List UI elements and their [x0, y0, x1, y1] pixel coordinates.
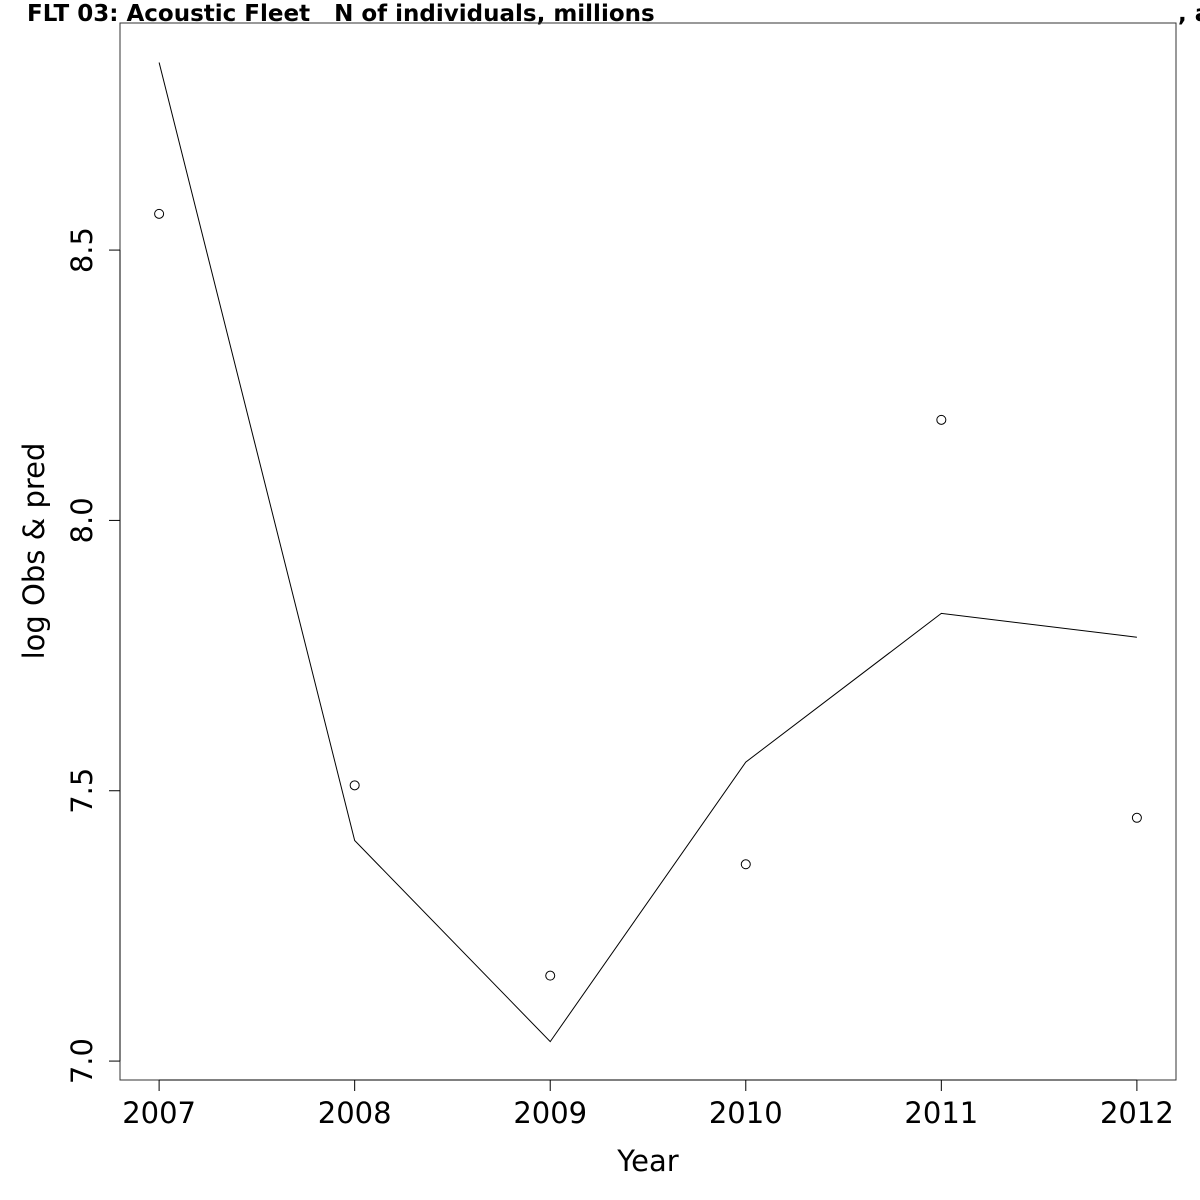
x-tick-label: 2009: [513, 1096, 587, 1130]
observed-point: [545, 970, 556, 981]
observed-point: [1131, 812, 1142, 823]
observed-point: [740, 859, 751, 870]
observed-point: [936, 414, 947, 425]
plot-frame: [119, 22, 1177, 1081]
predicted-series-line: [158, 62, 1137, 1043]
x-tick-label: 2008: [318, 1096, 392, 1130]
chart-title-suffix: , a: [1178, 1, 1200, 27]
x-tick-label: 2007: [122, 1096, 196, 1130]
x-axis-label: Year: [616, 1144, 678, 1178]
y-tick-label: 8.5: [65, 227, 99, 273]
y-tick-label: 8.0: [65, 497, 99, 543]
observed-point: [349, 780, 360, 791]
x-axis: 2007 2008 2009 2010 2011 2012: [122, 1079, 1174, 1130]
x-tick-label: 2012: [1100, 1096, 1174, 1130]
y-tick-label: 7.5: [65, 768, 99, 814]
x-tick-label: 2010: [709, 1096, 783, 1130]
x-tick-label: 2011: [904, 1096, 978, 1130]
observed-point: [154, 208, 165, 219]
observed-series-points: [154, 208, 1142, 981]
y-tick-label: 7.0: [65, 1038, 99, 1084]
y-axis-label: log Obs & pred: [17, 443, 51, 660]
y-axis: 7.0 7.5 8.0 8.5: [65, 227, 121, 1084]
